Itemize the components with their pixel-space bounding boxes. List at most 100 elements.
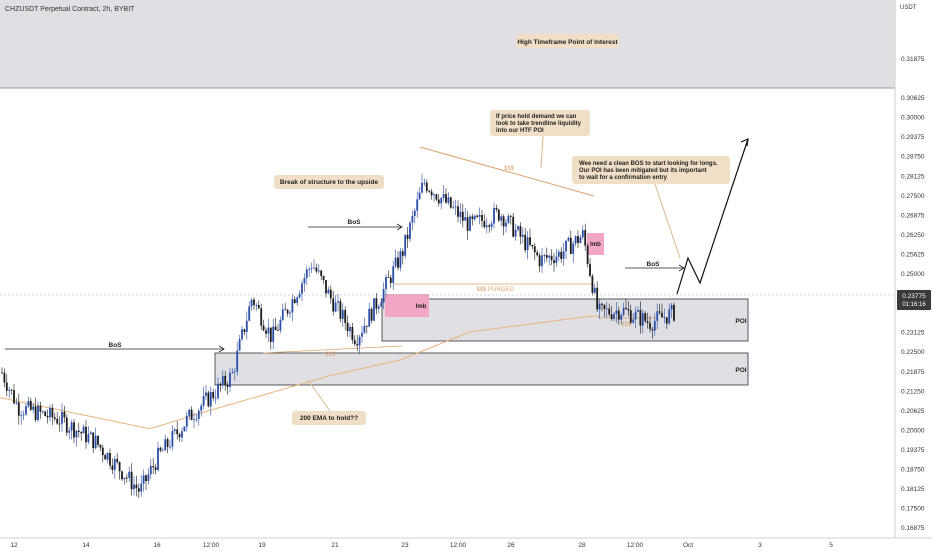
candle-body	[514, 229, 517, 237]
candle-body	[452, 207, 455, 208]
candle-body	[121, 471, 123, 480]
candle-body	[29, 400, 32, 410]
candle-body	[197, 410, 200, 419]
price-tick-label: 0.27500	[901, 193, 925, 200]
candle-body	[548, 255, 551, 258]
candle-body	[670, 304, 673, 310]
candle-body	[483, 221, 486, 228]
candle-body	[593, 287, 596, 293]
ema-note: 200 EMA to hold??	[292, 379, 366, 425]
candle-body	[449, 197, 452, 208]
candle-body	[75, 430, 78, 438]
candle-body	[413, 210, 416, 216]
candle-body	[181, 431, 183, 438]
price-tick-label: 0.25000	[901, 271, 925, 278]
candle-body	[625, 307, 627, 310]
candle-body	[303, 278, 306, 284]
candle-body	[363, 325, 366, 333]
time-axis[interactable]: 12 14 16 12:00 19 21 23 12:00 26 28 12:00 Oct 3 5	[0, 537, 932, 550]
candle-body	[562, 251, 565, 259]
candle-body	[190, 409, 193, 420]
time-tick-label: 12:00	[627, 542, 644, 549]
candle-body	[327, 289, 330, 294]
candle-body	[73, 422, 75, 438]
candle-body	[629, 310, 632, 323]
price-tick-label: 0.21250	[901, 388, 925, 395]
poi-zone-upper	[381, 298, 749, 342]
candle-body	[466, 217, 469, 231]
candle-body	[8, 389, 11, 391]
candle-body	[368, 308, 371, 327]
candle-body	[245, 320, 248, 332]
price-tick-label: 0.17500	[901, 506, 925, 513]
candle-body	[291, 299, 294, 313]
candle-body	[128, 471, 131, 478]
candle-body	[639, 310, 642, 326]
time-tick-label: 12	[10, 542, 18, 549]
candle-body	[543, 255, 546, 256]
candle-body	[202, 395, 205, 406]
candle-body	[569, 237, 572, 254]
candle-body	[365, 325, 368, 327]
candle-body	[517, 226, 519, 230]
imbalance-label-left: Imb	[416, 304, 427, 310]
price-tick-label: 0.18125	[901, 486, 925, 493]
candle-body	[637, 310, 639, 312]
candle-body	[646, 321, 649, 323]
candle-body	[329, 289, 332, 299]
price-tick-label: 0.28125	[901, 173, 925, 180]
candle-body	[205, 392, 207, 396]
bos-label-middle: BoS	[348, 219, 362, 226]
candle-body	[37, 405, 39, 421]
candle-body	[269, 327, 272, 342]
projected-path	[676, 138, 749, 295]
sss-purged-label: $$$ PURGED	[476, 287, 514, 293]
candle-body	[178, 434, 181, 438]
candle-body	[145, 475, 147, 481]
candle-body	[634, 311, 637, 320]
candle-body	[315, 267, 318, 272]
candle-body	[447, 197, 450, 203]
candle-body	[507, 215, 510, 223]
candle-body	[401, 251, 404, 256]
price-tick-label: 0.29375	[901, 134, 925, 141]
candle-body	[471, 216, 474, 220]
candle-body	[673, 304, 675, 321]
candle-body	[423, 182, 426, 184]
candle-body	[521, 234, 524, 237]
plot-area[interactable]	[0, 0, 895, 538]
candle-body	[370, 308, 373, 321]
time-tick-label: 3	[758, 542, 762, 549]
candle-body	[1, 372, 3, 374]
candle-body	[133, 484, 135, 490]
candle-body	[478, 215, 481, 217]
candle-body	[591, 276, 594, 293]
candle-body	[497, 209, 500, 221]
candle-body	[476, 215, 479, 217]
candle-body	[313, 267, 315, 269]
candle-body	[188, 409, 191, 416]
candle-body	[113, 458, 116, 470]
htf-poi-label: High Timeframe Point of Interest	[517, 39, 618, 46]
candle-body	[53, 417, 56, 419]
time-tick-label: 12:00	[450, 542, 467, 549]
candle-body	[526, 237, 529, 251]
candle-body	[665, 317, 668, 324]
candle-body	[39, 405, 42, 412]
time-tick-label: 21	[331, 542, 339, 549]
candle-body	[437, 199, 440, 204]
sss-label-top: $$$	[504, 166, 515, 172]
candle-body	[541, 255, 543, 267]
candle-body	[94, 435, 97, 449]
candle-body	[464, 217, 467, 221]
htf-poi-zone	[0, 0, 895, 88]
candle-body	[169, 446, 171, 448]
candle-body	[209, 392, 212, 407]
last-price-value: 0.23775	[902, 293, 926, 300]
candle-body	[361, 332, 363, 337]
price-tick-label: 0.22500	[901, 349, 925, 356]
candle-body	[41, 411, 44, 413]
price-axis[interactable]: USDT 0.31875 0.30625 0.30000 0.29375 0.28750…	[894, 0, 932, 550]
candle-body	[185, 415, 188, 427]
